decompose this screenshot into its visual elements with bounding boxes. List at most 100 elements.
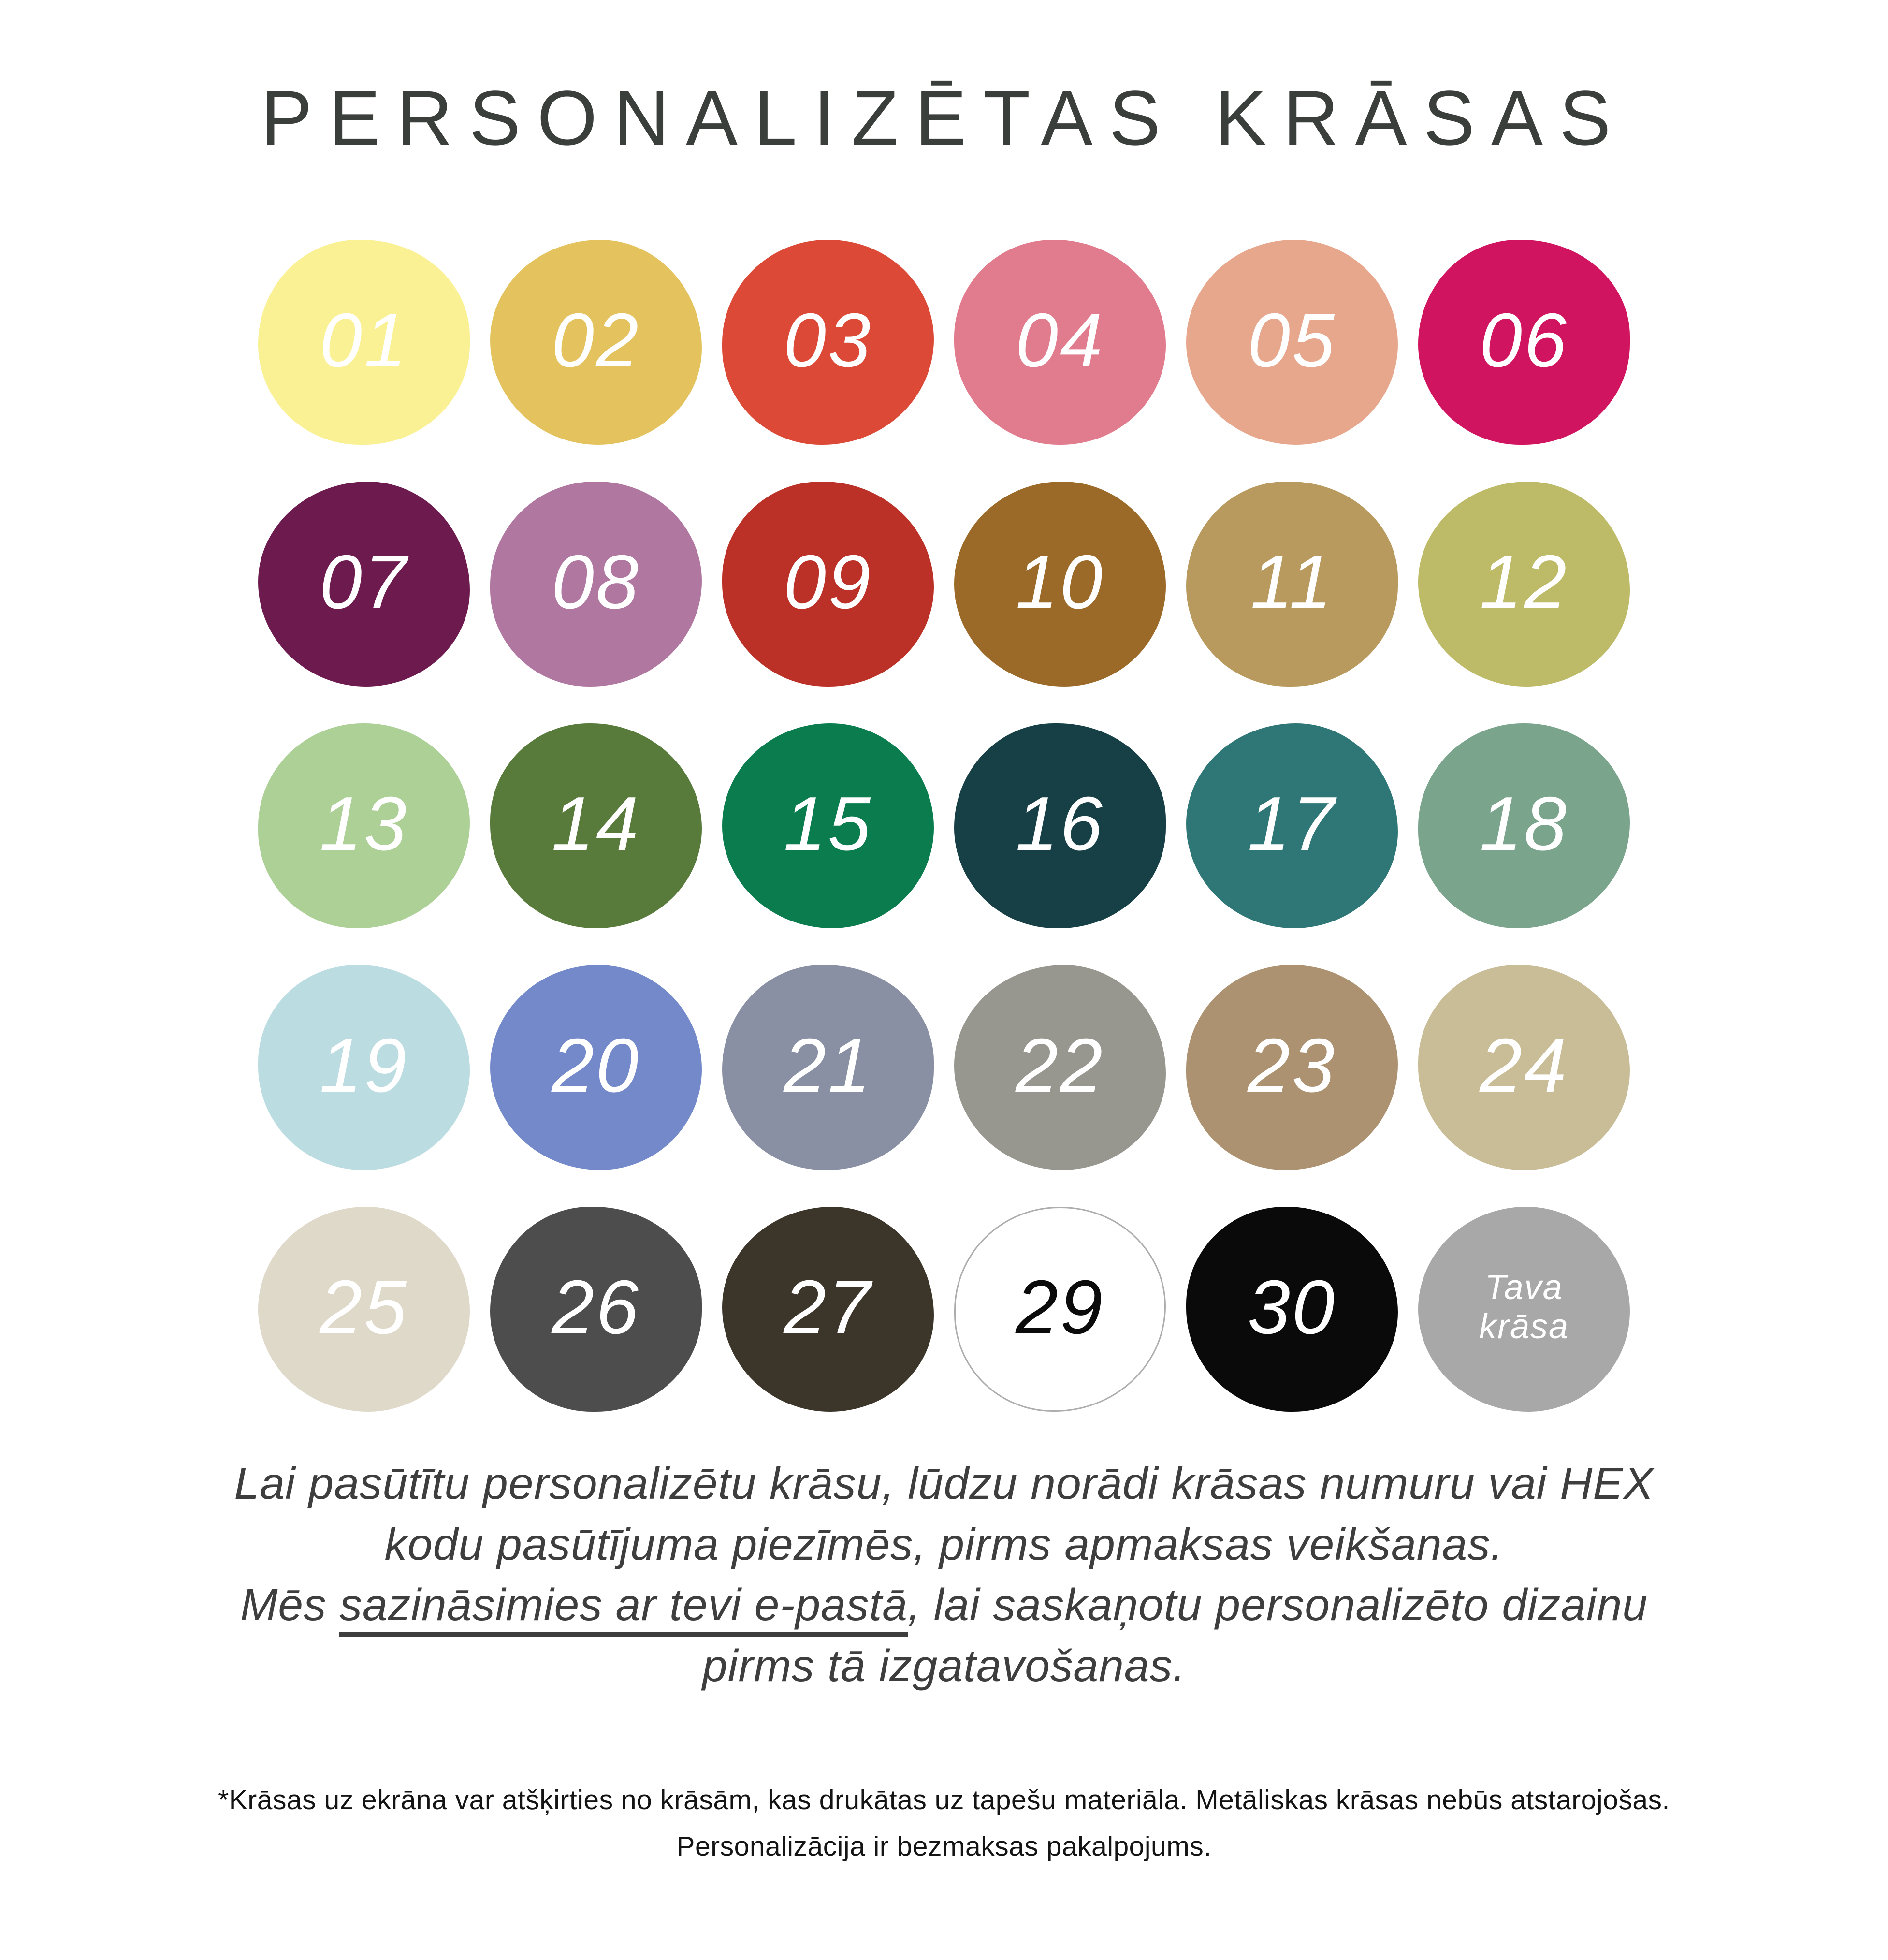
color-swatch-22: 22	[954, 965, 1166, 1170]
color-swatch-09: 09	[722, 482, 934, 687]
footnote-line-2: Personalizācija ir bezmaksas pakalpojums…	[676, 1830, 1212, 1862]
swatch-label: 26	[552, 1264, 640, 1350]
swatch-cell: Tava krāsa	[1408, 1188, 1640, 1430]
swatch-cell: 15	[712, 705, 944, 947]
color-swatch-08: 08	[490, 482, 702, 687]
swatch-cell: 22	[944, 947, 1176, 1188]
swatch-label: 17	[1248, 781, 1336, 866]
swatch-label: 02	[552, 297, 640, 383]
swatch-cell: 04	[944, 221, 1176, 463]
swatch-label: 07	[320, 539, 408, 625]
swatch-label: 06	[1480, 297, 1568, 383]
swatch-cell: 17	[1176, 705, 1408, 947]
instructions-line-2: kodu pasūtījuma piezīmēs, pirms apmaksas…	[384, 1519, 1504, 1569]
footnote-line-1: *Krāsas uz ekrāna var atšķirties no krās…	[218, 1784, 1670, 1816]
color-swatch-27: 27	[722, 1207, 934, 1412]
color-swatch-20: 20	[490, 965, 702, 1170]
swatch-cell: 30	[1176, 1188, 1408, 1430]
color-swatch-30: 30	[1186, 1207, 1398, 1412]
swatch-cell: 18	[1408, 705, 1640, 947]
swatch-label: 29	[1016, 1264, 1104, 1350]
swatch-cell: 09	[712, 463, 944, 705]
page-title: PERSONALIZĒTAS KRĀSAS	[261, 74, 1627, 161]
order-instructions: Lai pasūtītu personalizētu krāsu, lūdzu …	[0, 1453, 1888, 1696]
swatch-label: 27	[784, 1264, 872, 1350]
swatch-label: 11	[1250, 539, 1334, 625]
color-swatch-10: 10	[954, 482, 1166, 687]
swatch-label: 08	[552, 539, 640, 625]
color-swatch-05: 05	[1186, 240, 1398, 445]
swatch-cell: 25	[248, 1188, 480, 1430]
swatch-label: 22	[1016, 1023, 1104, 1108]
swatch-label: 04	[1016, 297, 1104, 383]
color-swatch-16: 16	[954, 723, 1166, 928]
swatch-cell: 06	[1408, 221, 1640, 463]
color-swatch-18: 18	[1418, 723, 1630, 928]
instructions-line-1: Lai pasūtītu personalizētu krāsu, lūdzu …	[234, 1458, 1654, 1508]
swatch-cell: 02	[480, 221, 712, 463]
color-swatch-19: 19	[258, 965, 470, 1170]
color-swatch-14: 14	[490, 723, 702, 928]
swatch-cell: 03	[712, 221, 944, 463]
instructions-line-3: Mēs sazināsimies ar tevi e-pastā, lai sa…	[0, 1575, 1888, 1637]
swatch-label: 05	[1248, 297, 1336, 383]
color-swatch-06: 06	[1418, 240, 1630, 445]
swatch-cell: 26	[480, 1188, 712, 1430]
swatch-label: 14	[552, 781, 640, 866]
color-swatch-21: 21	[722, 965, 934, 1170]
swatch-cell: 27	[712, 1188, 944, 1430]
color-swatch-grid: 01 02 03 04 05 06 07 08 09 10 11 12 13 14 15 16 17 18 19 20…	[0, 221, 1888, 1430]
swatch-cell: 21	[712, 947, 944, 1188]
swatch-cell: 07	[248, 463, 480, 705]
swatch-label: 25	[320, 1264, 408, 1350]
swatch-label: 19	[320, 1023, 408, 1108]
color-swatch-tava-krāsa: Tava krāsa	[1418, 1207, 1630, 1412]
swatch-label: 09	[784, 539, 872, 625]
swatch-label: 18	[1480, 781, 1568, 866]
swatch-cell: 10	[944, 463, 1176, 705]
swatch-cell: 01	[248, 221, 480, 463]
swatch-cell: 05	[1176, 221, 1408, 463]
personalized-colors-chart: PERSONALIZĒTAS KRĀSAS 01 02 03 04 05 06 07 08 09…	[0, 72, 1888, 1960]
swatch-label: 20	[552, 1023, 640, 1108]
swatch-label: Tava krāsa	[1479, 1268, 1569, 1346]
swatch-label: 12	[1480, 539, 1568, 625]
email-contact-underlined-text: sazināsimies ar tevi e-pastā	[339, 1580, 908, 1637]
swatch-label: 30	[1248, 1264, 1336, 1350]
swatch-cell: 13	[248, 705, 480, 947]
instructions-line-3-prefix: Mēs	[240, 1580, 340, 1630]
swatch-label: 10	[1016, 539, 1104, 625]
swatch-cell: 08	[480, 463, 712, 705]
swatch-cell: 11	[1176, 463, 1408, 705]
swatch-cell: 14	[480, 705, 712, 947]
swatch-label: 16	[1016, 781, 1104, 866]
swatch-cell: 12	[1408, 463, 1640, 705]
color-swatch-23: 23	[1186, 965, 1398, 1170]
color-swatch-04: 04	[954, 240, 1166, 445]
swatch-label: 23	[1248, 1023, 1336, 1108]
color-swatch-25: 25	[258, 1207, 470, 1412]
swatch-cell: 24	[1408, 947, 1640, 1188]
color-swatch-02: 02	[490, 240, 702, 445]
color-swatch-03: 03	[722, 240, 934, 445]
color-swatch-15: 15	[722, 723, 934, 928]
color-swatch-07: 07	[258, 482, 470, 687]
footnote: *Krāsas uz ekrāna var atšķirties no krās…	[0, 1777, 1888, 1870]
color-swatch-17: 17	[1186, 723, 1398, 928]
instructions-line-4: pirms tā izgatavošanas.	[702, 1640, 1186, 1691]
swatch-label: 21	[784, 1023, 872, 1108]
instructions-line-3-suffix: , lai saskaņotu personalizēto dizainu	[907, 1580, 1648, 1630]
swatch-label: 13	[320, 781, 408, 866]
color-swatch-26: 26	[490, 1207, 702, 1412]
swatch-label: 24	[1480, 1023, 1568, 1108]
color-swatch-29: 29	[954, 1207, 1166, 1412]
swatch-cell: 23	[1176, 947, 1408, 1188]
swatch-cell: 29	[944, 1188, 1176, 1430]
swatch-label: 03	[784, 297, 872, 383]
color-swatch-01: 01	[258, 240, 470, 445]
swatch-label: 01	[320, 297, 408, 383]
swatch-cell: 16	[944, 705, 1176, 947]
color-swatch-12: 12	[1418, 482, 1630, 687]
color-swatch-13: 13	[258, 723, 470, 928]
color-swatch-11: 11	[1186, 482, 1398, 687]
